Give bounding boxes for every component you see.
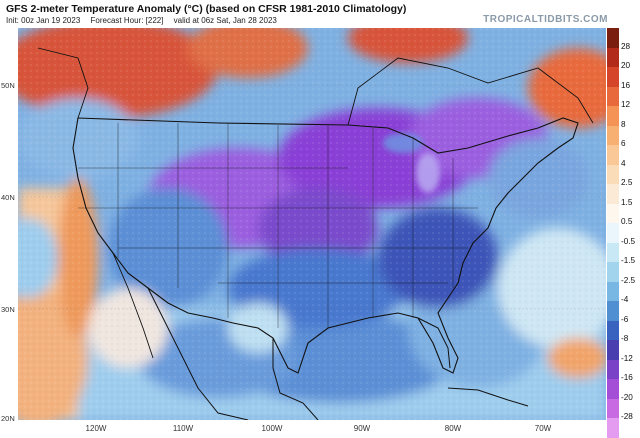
colorbar-swatch — [607, 379, 619, 399]
lat-label-20n: 20N — [1, 414, 15, 423]
colorbar: 28 20 16 12 8 6 4 2.5 1.5 0.5 -0.5 -1.5 -2.5 -4 -6 -8 -1… — [607, 28, 640, 438]
colorbar-label: 8 — [621, 119, 626, 129]
mexico-outline — [147, 287, 319, 420]
colorbar-swatch — [607, 145, 619, 165]
lon-label-70w: 70W — [534, 424, 552, 433]
colorbar-label: 2.5 — [621, 178, 633, 187]
lon-label-110w: 110W — [172, 424, 194, 433]
colorbar-swatch — [607, 86, 619, 107]
colorbar-swatch — [607, 164, 619, 185]
colorbar-swatch — [607, 203, 619, 224]
lon-label-80w: 80W — [444, 424, 462, 433]
colorbar-label: 4 — [621, 158, 626, 168]
colorbar-swatch — [607, 281, 619, 302]
map-subtitle: Init: 00z Jan 19 2023 Forecast Hour: [22… — [6, 16, 285, 25]
lat-label-40n: 40N — [1, 193, 15, 202]
colorbar-label: -4 — [621, 295, 629, 304]
map-title: GFS 2-meter Temperature Anomaly (°C) (ba… — [6, 3, 407, 15]
colorbar-swatch — [607, 418, 619, 438]
colorbar-swatch — [607, 106, 619, 126]
colorbar-swatch — [607, 262, 619, 282]
colorbar-label: -1.5 — [621, 256, 636, 265]
colorbar-swatch — [607, 359, 619, 380]
colorbar-label: -6 — [621, 314, 629, 324]
colorbar-swatch — [607, 125, 619, 146]
baja-outline — [112, 252, 154, 359]
colorbar-label: 1.5 — [621, 197, 633, 207]
florida-outline — [417, 317, 451, 369]
colorbar-swatch — [607, 28, 619, 48]
colorbar-label: 28 — [621, 41, 631, 51]
cuba-outline — [447, 387, 529, 407]
colorbar-swatch — [607, 340, 619, 360]
colorbar-label: -12 — [621, 353, 633, 363]
colorbar-label: -20 — [621, 392, 633, 402]
colorbar-label: -0.5 — [621, 236, 636, 246]
colorbar-label: -28 — [621, 412, 633, 421]
brand-watermark: TROPICALTIDBITS.COM — [483, 14, 608, 25]
colorbar-label: 12 — [621, 100, 631, 109]
colorbar-swatch — [607, 301, 619, 321]
colorbar-label: 20 — [621, 61, 631, 70]
colorbar-label: 6 — [621, 139, 626, 148]
lat-label-30n: 30N — [1, 305, 15, 314]
lon-label-90w: 90W — [353, 424, 371, 433]
colorbar-label: 16 — [621, 80, 631, 90]
colorbar-label: -16 — [621, 373, 633, 382]
colorbar-swatch — [607, 242, 619, 263]
colorbar-swatch — [607, 398, 619, 419]
colorbar-swatch — [607, 223, 619, 243]
state-lines — [78, 123, 478, 328]
colorbar-swatch — [607, 47, 619, 68]
anomaly-map — [18, 28, 606, 420]
colorbar-label: 0.5 — [621, 217, 633, 226]
colorbar-label: -8 — [621, 334, 629, 343]
lat-label-50n: 50N — [1, 81, 15, 90]
init-time: Init: 00z Jan 19 2023 — [6, 16, 81, 25]
colorbar-label: -2.5 — [621, 275, 636, 285]
lon-label-120w: 120W — [85, 424, 107, 433]
map-canvas — [18, 28, 606, 420]
forecast-hour: Forecast Hour: [222] — [90, 16, 164, 25]
valid-time: valid at 06z Sat, Jan 28 2023 — [173, 16, 277, 25]
colorbar-swatch — [607, 67, 619, 87]
canada-coast — [37, 47, 594, 126]
lon-label-100w: 100W — [261, 424, 283, 433]
colorbar-swatch — [607, 320, 619, 341]
colorbar-swatch — [607, 184, 619, 204]
us-outline — [72, 117, 579, 374]
